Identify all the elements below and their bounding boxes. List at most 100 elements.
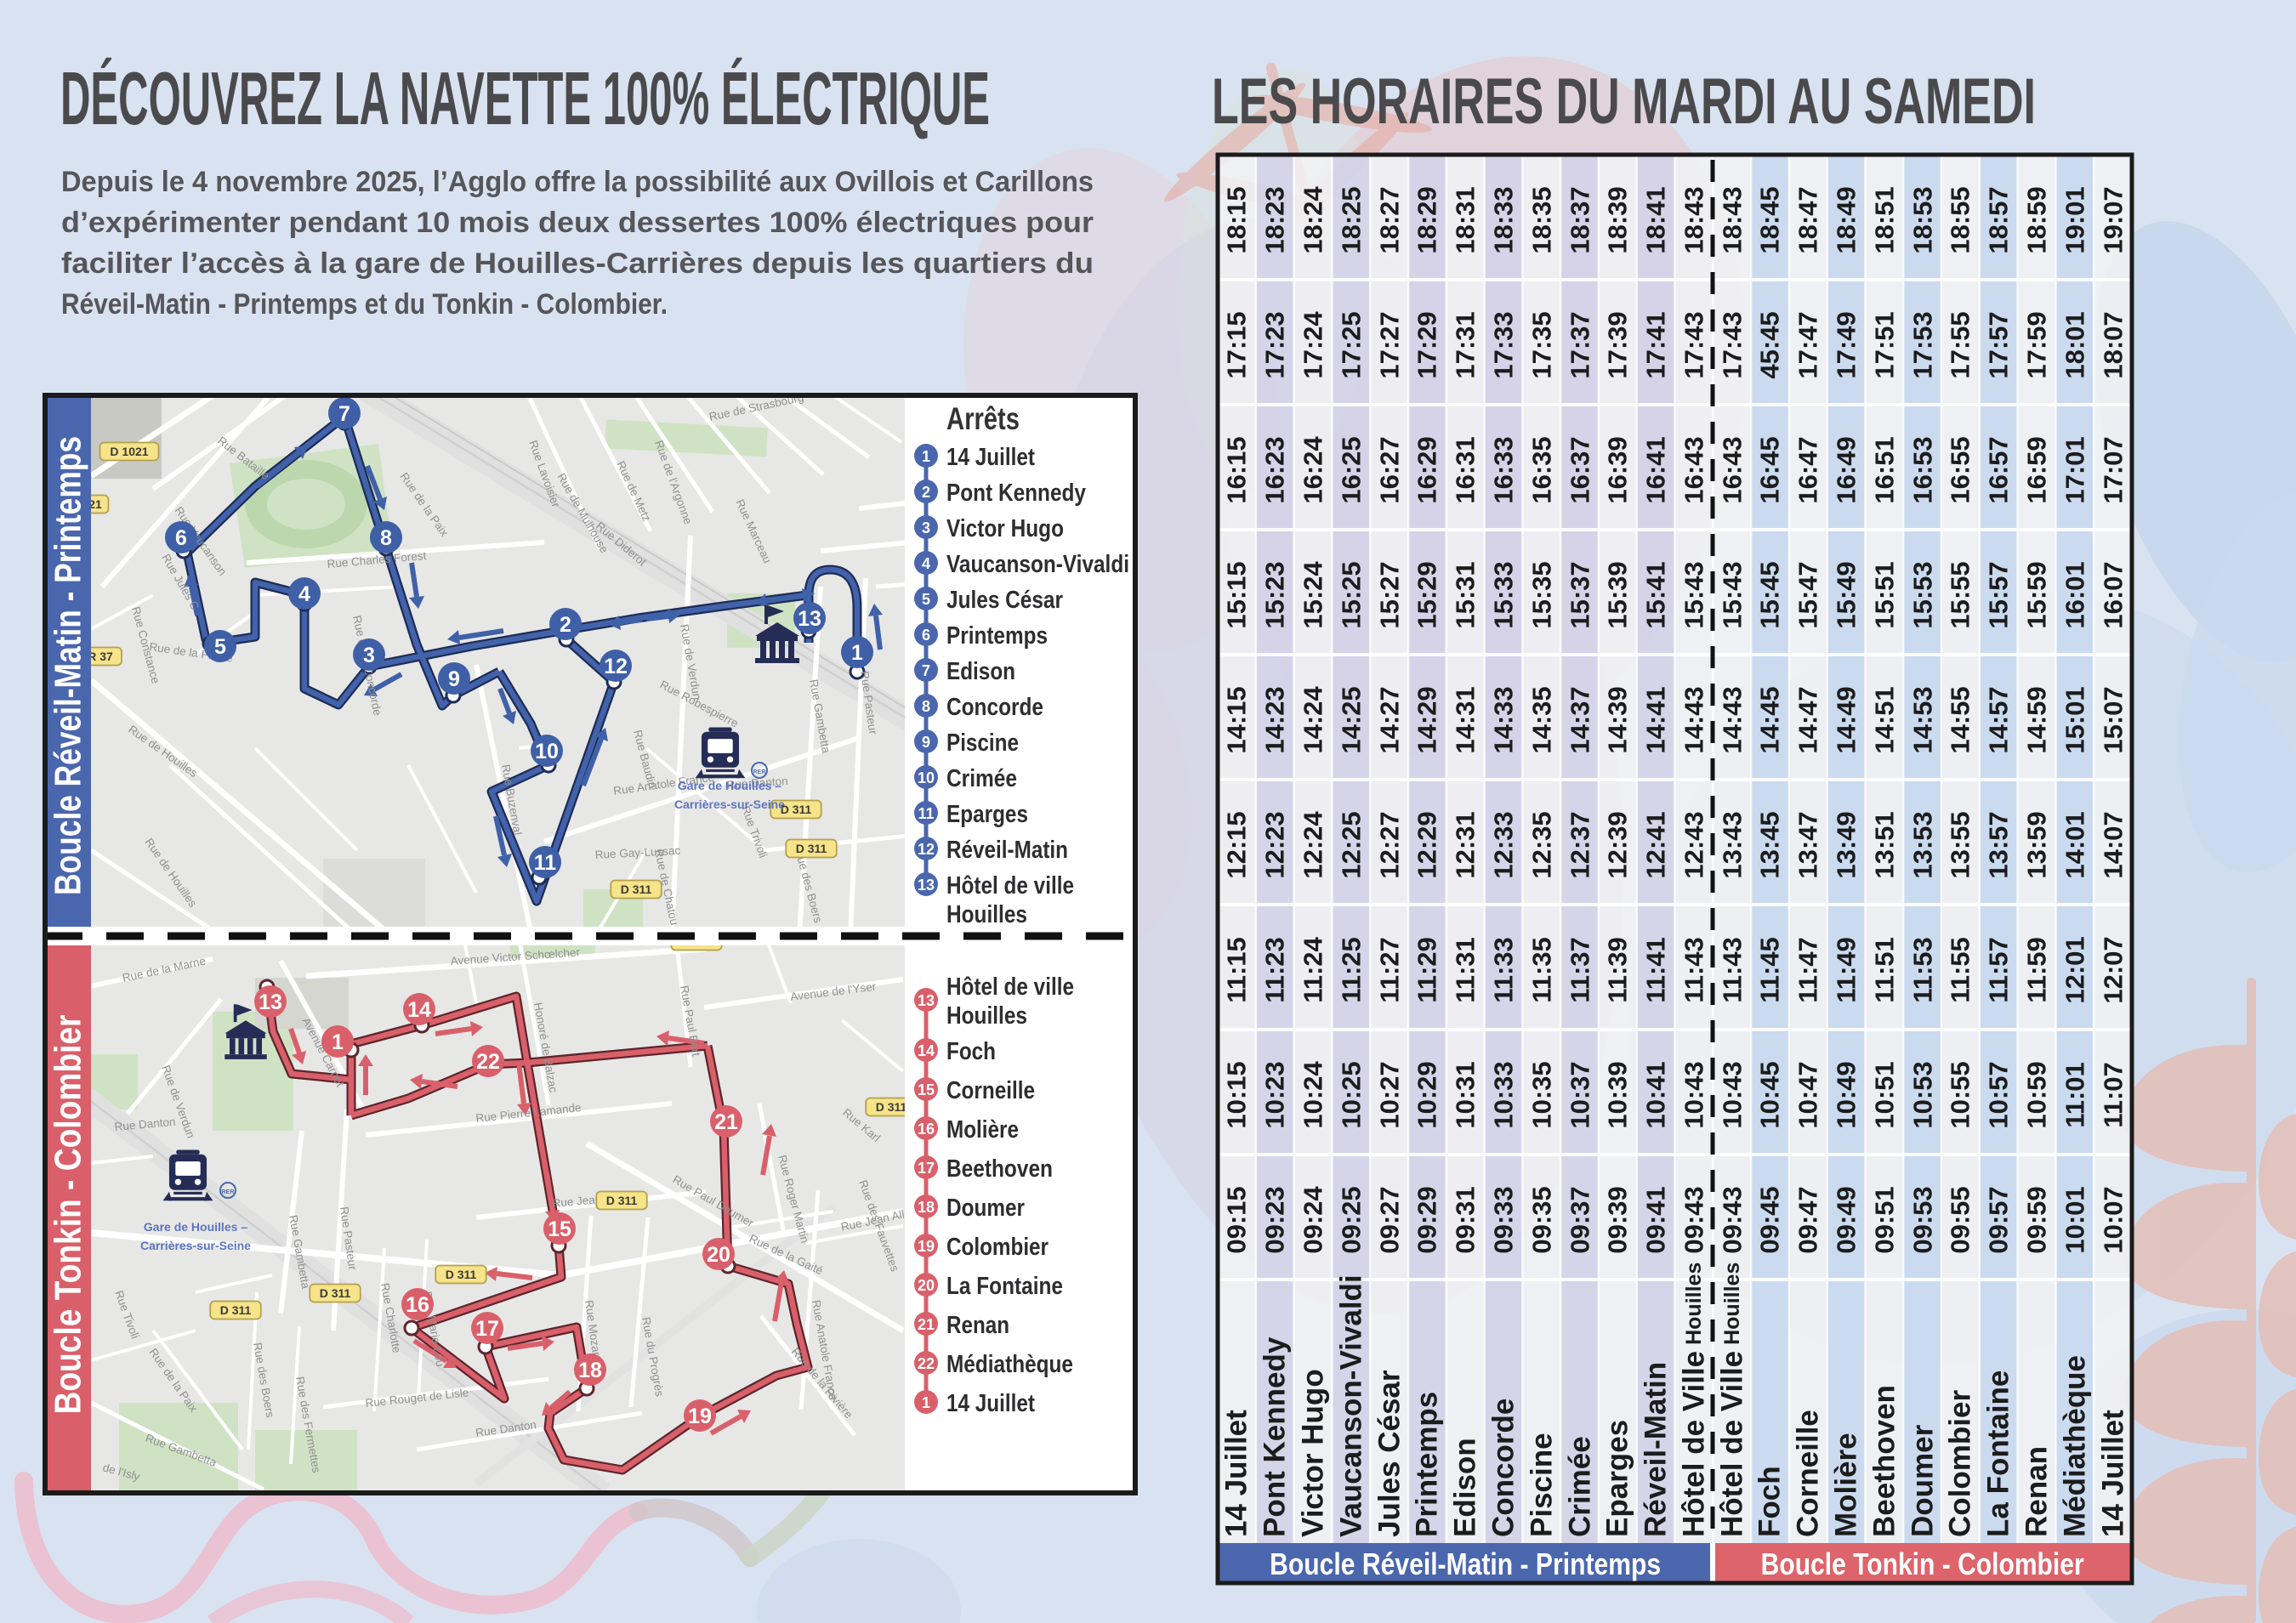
svg-text:15:47: 15:47 xyxy=(1793,561,1823,628)
svg-text:14:07: 14:07 xyxy=(2099,811,2128,878)
svg-text:11:47: 11:47 xyxy=(1793,937,1823,1003)
svg-text:12:33: 12:33 xyxy=(1489,811,1519,878)
svg-text:15:57: 15:57 xyxy=(1984,561,2014,628)
svg-text:5: 5 xyxy=(214,635,226,659)
svg-text:Colombier: Colombier xyxy=(1944,1390,1977,1537)
svg-text:11:49: 11:49 xyxy=(1832,937,1861,1003)
svg-text:17:55: 17:55 xyxy=(1946,311,1975,378)
svg-text:Printemps: Printemps xyxy=(946,622,1048,650)
svg-text:15: 15 xyxy=(548,1217,571,1241)
svg-text:14 Juillet: 14 Juillet xyxy=(946,1390,1035,1417)
svg-text:Vaucanson-Vivaldi: Vaucanson-Vivaldi xyxy=(946,551,1129,578)
svg-text:Hôtel de Ville Houilles: Hôtel de Ville Houilles xyxy=(1716,1263,1749,1537)
svg-text:11:15: 11:15 xyxy=(1222,937,1252,1003)
svg-text:Edison: Edison xyxy=(946,658,1015,685)
svg-text:16:55: 16:55 xyxy=(1946,436,1975,503)
svg-text:09:55: 09:55 xyxy=(1946,1186,1975,1253)
svg-text:17:31: 17:31 xyxy=(1451,311,1480,378)
svg-text:Rue Gay-Lussac: Rue Gay-Lussac xyxy=(594,844,680,861)
svg-text:09:47: 09:47 xyxy=(1793,1186,1823,1253)
svg-text:15:41: 15:41 xyxy=(1641,561,1671,628)
svg-text:11: 11 xyxy=(918,805,934,822)
svg-text:14 Juillet: 14 Juillet xyxy=(2097,1410,2130,1537)
svg-text:09:41: 09:41 xyxy=(1641,1186,1671,1253)
svg-text:11:01: 11:01 xyxy=(2060,1062,2090,1128)
svg-text:18:31: 18:31 xyxy=(1451,186,1480,253)
svg-text:09:37: 09:37 xyxy=(1566,1186,1595,1253)
svg-text:16: 16 xyxy=(406,1293,429,1317)
svg-text:19: 19 xyxy=(918,1238,935,1255)
svg-text:12:24: 12:24 xyxy=(1299,811,1328,879)
svg-text:14:35: 14:35 xyxy=(1527,686,1557,753)
svg-text:6: 6 xyxy=(922,627,930,644)
svg-text:11:33: 11:33 xyxy=(1489,937,1519,1003)
svg-text:Crimée: Crimée xyxy=(946,765,1017,792)
svg-text:09:29: 09:29 xyxy=(1412,1186,1442,1253)
svg-text:10:59: 10:59 xyxy=(2022,1061,2052,1128)
svg-text:16:25: 16:25 xyxy=(1337,436,1367,503)
svg-text:14:37: 14:37 xyxy=(1566,686,1595,753)
svg-text:Piscine: Piscine xyxy=(946,729,1019,757)
svg-text:Corneille: Corneille xyxy=(1792,1410,1825,1537)
svg-text:16:07: 16:07 xyxy=(2099,561,2128,628)
svg-text:17:47: 17:47 xyxy=(1793,311,1823,378)
svg-text:Houilles: Houilles xyxy=(946,901,1027,928)
svg-text:14:27: 14:27 xyxy=(1375,686,1405,753)
svg-text:D 1021: D 1021 xyxy=(110,445,148,458)
svg-text:D 311: D 311 xyxy=(606,1194,638,1207)
svg-text:12:41: 12:41 xyxy=(1641,811,1671,878)
svg-text:18:43: 18:43 xyxy=(1679,186,1709,253)
svg-text:15:39: 15:39 xyxy=(1603,561,1633,628)
svg-text:13:51: 13:51 xyxy=(1870,811,1900,878)
svg-text:18:55: 18:55 xyxy=(1946,186,1975,253)
svg-text:D 311: D 311 xyxy=(621,882,652,896)
svg-text:17:43: 17:43 xyxy=(1718,311,1748,378)
svg-text:21: 21 xyxy=(88,497,102,511)
svg-text:Edison: Edison xyxy=(1449,1438,1482,1537)
svg-text:10:55: 10:55 xyxy=(1946,1061,1975,1128)
svg-text:18: 18 xyxy=(918,1199,935,1216)
svg-text:17:37: 17:37 xyxy=(1566,311,1595,378)
svg-text:16:29: 16:29 xyxy=(1412,436,1442,503)
svg-text:18:15: 18:15 xyxy=(1222,186,1252,253)
svg-text:18:33: 18:33 xyxy=(1489,186,1519,253)
svg-text:10: 10 xyxy=(535,740,559,763)
svg-text:1: 1 xyxy=(332,1030,344,1054)
svg-text:09:31: 09:31 xyxy=(1451,1186,1480,1253)
svg-text:10:25: 10:25 xyxy=(1337,1061,1367,1128)
svg-text:14:51: 14:51 xyxy=(1870,686,1900,753)
svg-text:11:55: 11:55 xyxy=(1946,937,1975,1003)
svg-text:Réveil-Matin: Réveil-Matin xyxy=(946,837,1068,864)
svg-text:10:49: 10:49 xyxy=(1832,1061,1861,1128)
svg-text:11:31: 11:31 xyxy=(1451,937,1480,1003)
svg-text:18:59: 18:59 xyxy=(2022,186,2052,253)
svg-text:19:01: 19:01 xyxy=(2060,186,2090,253)
svg-text:15:51: 15:51 xyxy=(1870,561,1900,628)
svg-text:D 311: D 311 xyxy=(876,1100,907,1114)
svg-text:12: 12 xyxy=(604,655,628,678)
svg-text:09:59: 09:59 xyxy=(2022,1186,2052,1253)
svg-text:15:31: 15:31 xyxy=(1451,561,1480,628)
svg-text:17:25: 17:25 xyxy=(1337,311,1367,378)
svg-text:09:24: 09:24 xyxy=(1299,1186,1328,1254)
svg-text:10:31: 10:31 xyxy=(1451,1061,1480,1128)
svg-text:14:45: 14:45 xyxy=(1755,686,1785,753)
svg-text:Doumer: Doumer xyxy=(1907,1424,1940,1537)
svg-text:14:23: 14:23 xyxy=(1260,686,1290,753)
svg-text:Rue Danton: Rue Danton xyxy=(726,775,788,792)
svg-text:17:23: 17:23 xyxy=(1260,311,1290,378)
svg-text:Médiathèque: Médiathèque xyxy=(2059,1355,2092,1537)
svg-text:15:24: 15:24 xyxy=(1299,561,1328,629)
svg-text:11: 11 xyxy=(534,851,557,875)
svg-text:09:35: 09:35 xyxy=(1527,1186,1557,1253)
svg-text:22: 22 xyxy=(476,1050,500,1074)
svg-text:13: 13 xyxy=(798,607,821,631)
svg-text:2: 2 xyxy=(560,613,571,637)
svg-text:11:23: 11:23 xyxy=(1260,937,1290,1003)
svg-text:15:29: 15:29 xyxy=(1412,561,1442,628)
svg-text:Concorde: Concorde xyxy=(1487,1399,1520,1537)
svg-text:Réveil-Matin - Printemps et du: Réveil-Matin - Printemps et du Tonkin - … xyxy=(61,288,668,321)
svg-text:21: 21 xyxy=(918,1316,935,1333)
svg-text:13:59: 13:59 xyxy=(2022,811,2052,878)
svg-text:11:39: 11:39 xyxy=(1603,937,1633,1003)
